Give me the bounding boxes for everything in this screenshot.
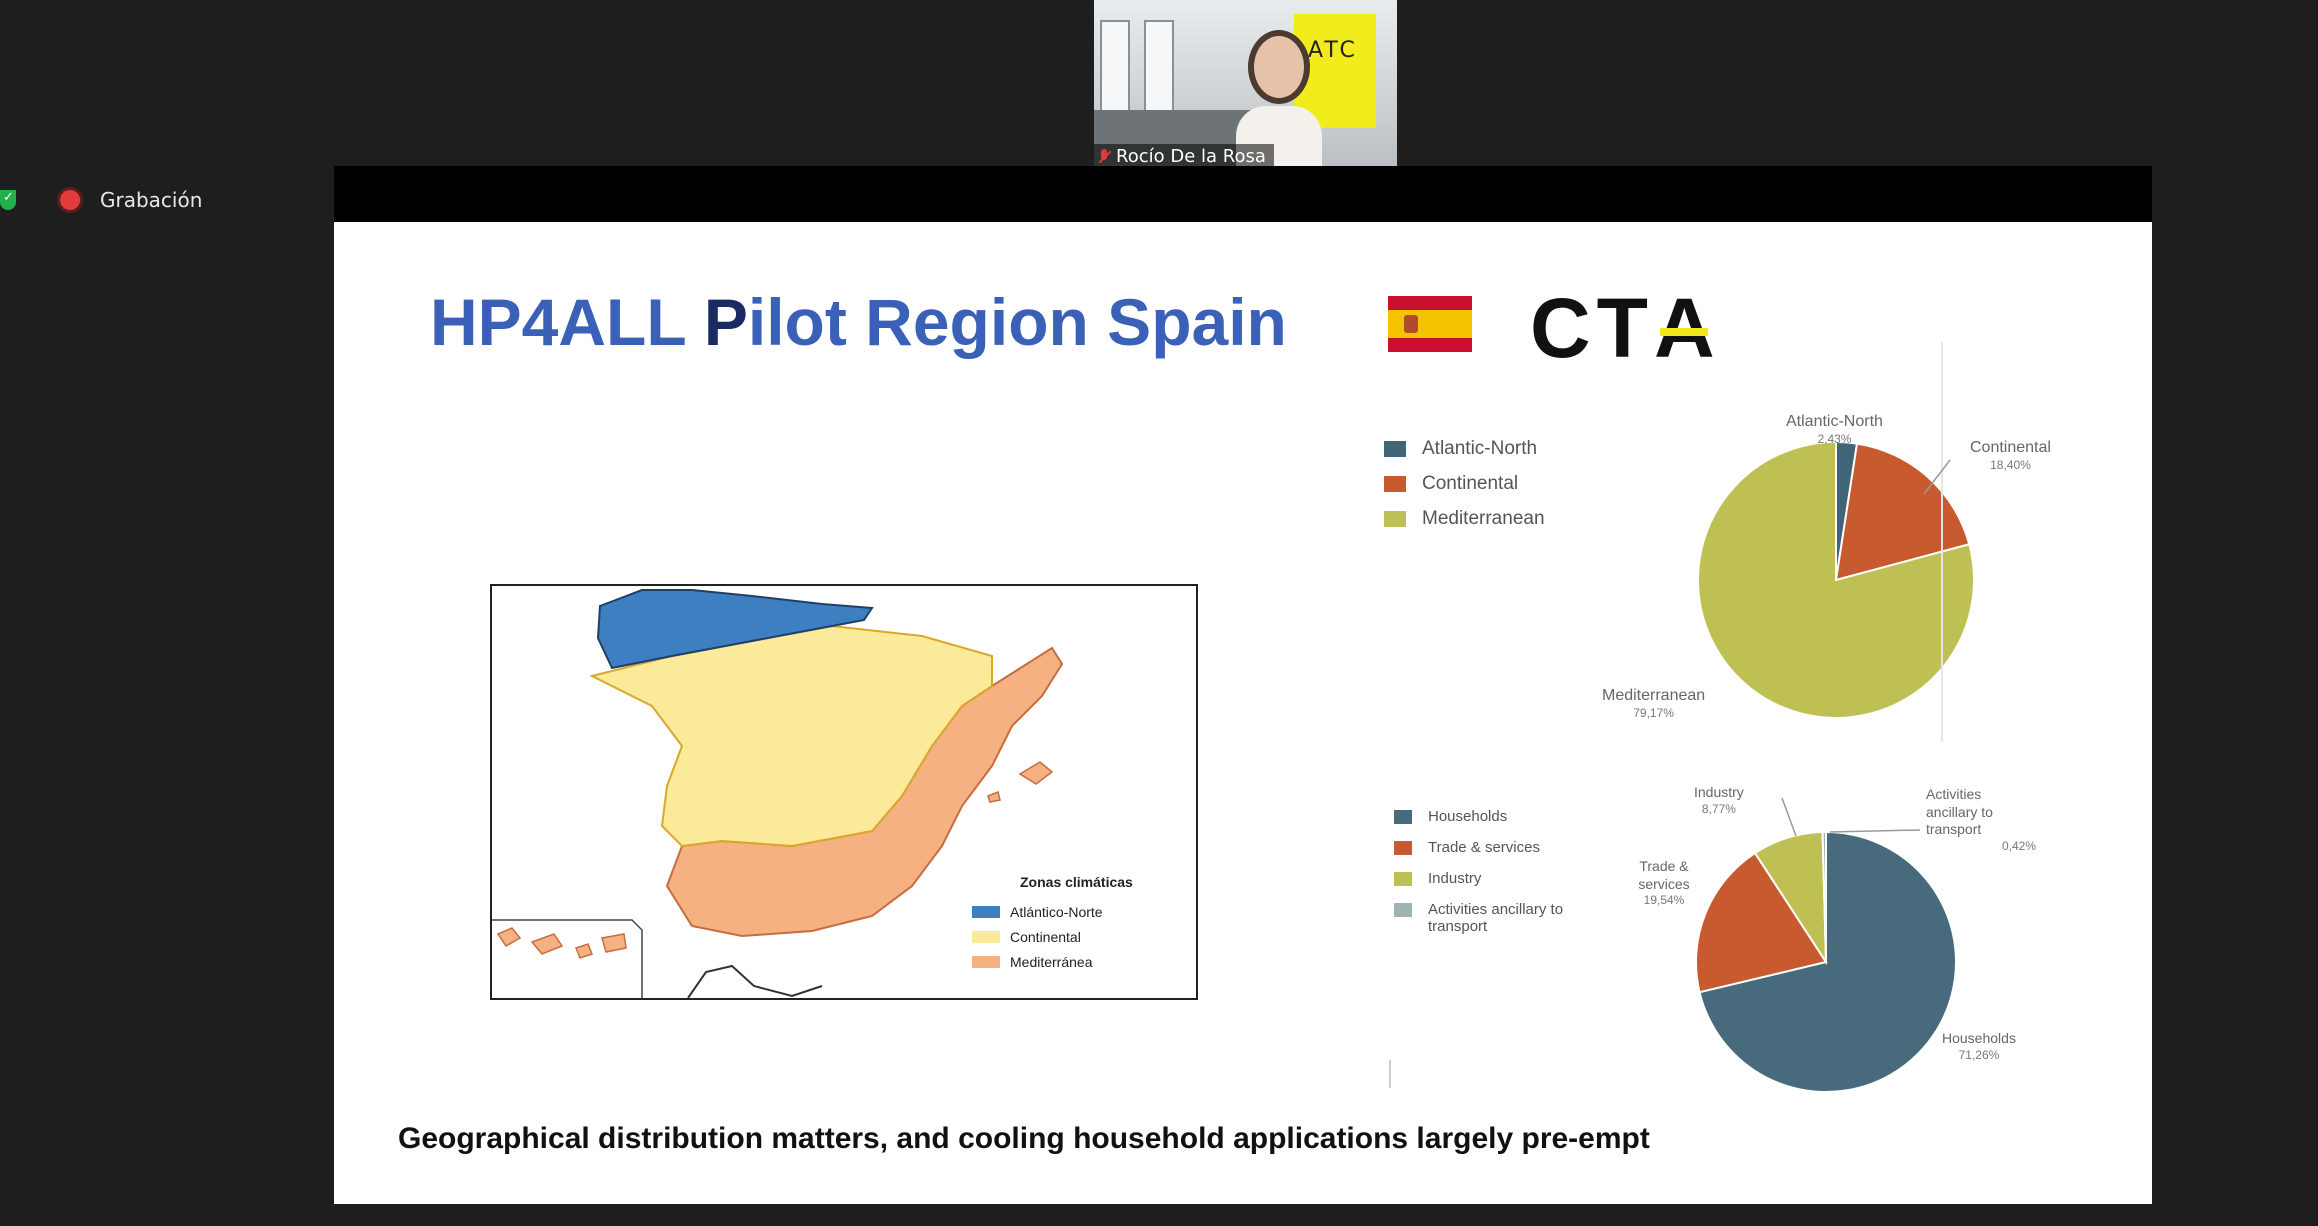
map-canary-islands bbox=[496, 927, 627, 959]
legend-swatch bbox=[1394, 872, 1412, 886]
map-legend-label: Mediterránea bbox=[1010, 954, 1093, 970]
map-legend-item: Atlántico-Norte bbox=[972, 904, 1133, 920]
pie2-label-text: Activities ancillary to transport bbox=[1926, 786, 1993, 837]
pie1-legend-item: Mediterranean bbox=[1384, 508, 1545, 530]
pie2-slice-1 bbox=[1695, 851, 1828, 994]
pie1-label-value: 79,17% bbox=[1633, 706, 1674, 720]
pie2-legend-label: Households bbox=[1428, 808, 1508, 825]
climate-zone-map: Zonas climáticas Atlántico-Norte Contine… bbox=[490, 584, 1198, 1000]
mic-muted-icon bbox=[1098, 149, 1110, 165]
pie1-slice-2 bbox=[1697, 440, 1975, 719]
pie2-label-value: 19,54% bbox=[1643, 893, 1685, 907]
video-sign-text: ATC bbox=[1308, 38, 1358, 63]
legend-swatch bbox=[1394, 903, 1412, 917]
pie2-legend-item: Activities ancillary to transport bbox=[1394, 901, 1594, 935]
pie2-legend-label: Trade & services bbox=[1428, 839, 1540, 856]
pie1-legend-item: Atlantic-North bbox=[1384, 438, 1545, 460]
pie1-label-continental: Continental 18,40% bbox=[1970, 438, 2051, 473]
map-legend-label: Atlántico-Norte bbox=[1010, 904, 1103, 920]
pie2-legend-label: Activities ancillary to transport bbox=[1428, 901, 1564, 935]
pie1-legend-label: Mediterranean bbox=[1422, 508, 1545, 529]
spain-map-drawing bbox=[492, 589, 1064, 998]
map-africa-coast bbox=[687, 964, 823, 998]
pie1-leader-continental bbox=[1923, 459, 1951, 495]
pie1-label-text: Atlantic-North bbox=[1786, 413, 1883, 430]
pie2-leader-industry bbox=[1781, 797, 1797, 837]
cta-logo-t: T bbox=[1596, 281, 1654, 375]
pie1-label-text: Continental bbox=[1970, 439, 2051, 456]
pie1-label-value: 2,43% bbox=[1817, 432, 1852, 446]
legend-swatch-continental bbox=[972, 931, 1000, 943]
pie2-label-value: 0,42% bbox=[2001, 838, 2036, 853]
pie2-label-industry: Industry 8,77% bbox=[1694, 784, 1744, 817]
pie2-label-text: Trade & services bbox=[1638, 858, 1690, 892]
participant-name-bar: Rocío De la Rosa bbox=[1094, 144, 1274, 170]
pie1-legend-label: Atlantic-North bbox=[1422, 438, 1538, 459]
video-sign: ATC bbox=[1294, 14, 1376, 128]
cta-logo: CTA bbox=[1530, 280, 1721, 377]
map-legend-item: Mediterránea bbox=[972, 954, 1133, 970]
pie1-label-mediterranean: Mediterranean 79,17% bbox=[1602, 686, 1705, 721]
pie2-label-trade: Trade & services 19,54% bbox=[1624, 858, 1704, 908]
slide-title: HP4ALL Pilot Region Spain bbox=[430, 284, 1287, 360]
pie1-label-value: 18,40% bbox=[1990, 458, 2031, 472]
pie-charts-svg bbox=[1389, 342, 1975, 1093]
pie2-label-ancillary: Activities ancillary to transport 0,42% bbox=[1926, 786, 2036, 854]
legend-swatch-mediterranea bbox=[972, 956, 1000, 968]
pie2-legend-item: Trade & services bbox=[1394, 839, 1594, 856]
slide-title-part1: HP4ALL bbox=[430, 285, 704, 359]
pie2-legend-label: Industry bbox=[1428, 870, 1482, 887]
slide-title-part3: ilot Region Spain bbox=[747, 285, 1287, 359]
pie2-label-text: Households bbox=[1942, 1030, 2016, 1046]
video-window-decor bbox=[1144, 20, 1174, 124]
pie2-slice-3 bbox=[1821, 830, 1827, 963]
pie-chart-sectors bbox=[1695, 830, 1957, 1093]
shared-slide: HP4ALL Pilot Region Spain CTA Zonas clim… bbox=[334, 222, 2152, 1204]
pie1-legend-label: Continental bbox=[1422, 473, 1519, 494]
pie2-label-text: Industry bbox=[1694, 784, 1744, 800]
legend-swatch bbox=[1384, 511, 1406, 527]
slide-title-part2: P bbox=[703, 285, 748, 359]
legend-swatch bbox=[1384, 476, 1406, 492]
pie2-legend-item: Industry bbox=[1394, 870, 1594, 887]
pie2-label-value: 71,26% bbox=[1958, 1047, 2000, 1062]
map-legend-item: Continental bbox=[972, 929, 1133, 945]
security-shield-icon bbox=[0, 190, 16, 210]
map-balearic-islands bbox=[987, 761, 1054, 803]
map-legend: Zonas climáticas Atlántico-Norte Contine… bbox=[972, 874, 1133, 979]
legend-swatch bbox=[1384, 441, 1406, 457]
slide-caption: Geographical distribution matters, and c… bbox=[398, 1122, 1650, 1155]
pie2-legend-item: Households bbox=[1394, 808, 1594, 825]
map-zone-atlantic bbox=[596, 589, 874, 670]
map-inset-frame bbox=[492, 919, 643, 998]
cta-logo-a: A bbox=[1653, 281, 1721, 375]
pie2-label-value: 8,77% bbox=[1701, 801, 1736, 816]
participant-name: Rocío De la Rosa bbox=[1116, 146, 1266, 167]
pie1-legend: Atlantic-North Continental Mediterranean bbox=[1384, 438, 1545, 543]
participant-figure bbox=[1236, 26, 1322, 170]
video-window-decor bbox=[1100, 20, 1130, 124]
pie1-label-atlantic: Atlantic-North 2,43% bbox=[1786, 412, 1883, 447]
legend-swatch bbox=[1394, 810, 1412, 824]
pie2-label-households: Households 71,26% bbox=[1942, 1030, 2016, 1063]
pie2-legend: Households Trade & services Industry Act… bbox=[1394, 808, 1594, 949]
legend-swatch bbox=[1394, 841, 1412, 855]
pie-chart-climate-zones bbox=[1697, 440, 1975, 719]
pie1-slice-1 bbox=[1834, 442, 1971, 582]
pie2-slice-0 bbox=[1698, 830, 1957, 1093]
pie2-leader-ancillary bbox=[1829, 829, 1921, 833]
recording-indicator[interactable]: Grabación bbox=[0, 188, 202, 212]
participant-video-tile[interactable]: ATC Rocío De la Rosa bbox=[1094, 0, 1397, 170]
spain-flag-icon bbox=[1388, 296, 1472, 352]
pie1-label-text: Mediterranean bbox=[1602, 687, 1706, 704]
recording-label: Grabación bbox=[100, 188, 203, 212]
map-legend-title: Zonas climáticas bbox=[1020, 874, 1133, 890]
cta-logo-c: C bbox=[1530, 281, 1597, 375]
pie1-legend-item: Continental bbox=[1384, 473, 1545, 495]
participant-head bbox=[1254, 36, 1304, 98]
recording-dot-icon bbox=[60, 190, 80, 210]
shared-screen-top-bar bbox=[334, 166, 2152, 222]
map-legend-label: Continental bbox=[1010, 929, 1081, 945]
legend-swatch-atlantico bbox=[972, 906, 1000, 918]
